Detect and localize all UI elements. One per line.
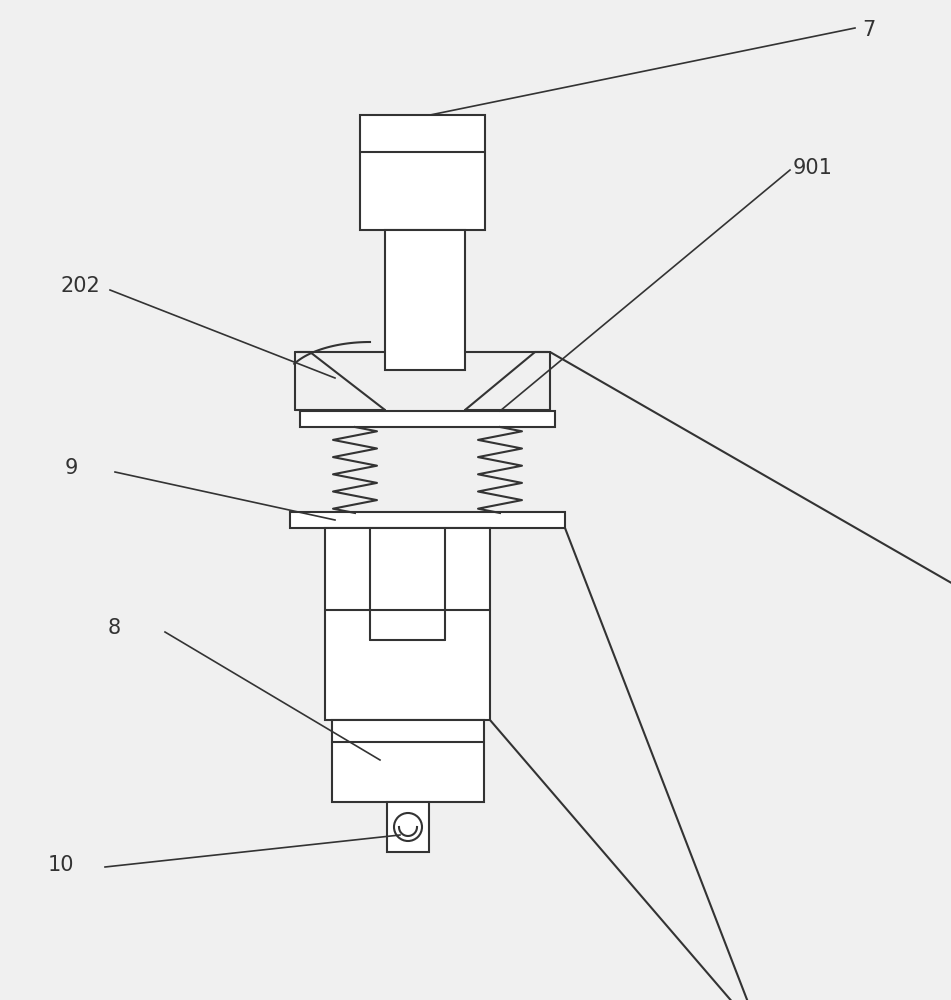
Text: 901: 901 (793, 158, 833, 178)
Bar (385, 230, 465, 370)
Text: 7: 7 (862, 20, 875, 40)
Bar (290, 512, 565, 528)
Text: 202: 202 (60, 276, 100, 296)
Text: 9: 9 (65, 458, 78, 478)
Bar (360, 115, 485, 230)
Bar (325, 528, 490, 720)
Text: 8: 8 (108, 618, 121, 638)
Bar (300, 411, 555, 427)
Text: 10: 10 (48, 855, 74, 875)
Bar (387, 802, 429, 852)
Bar (332, 720, 484, 802)
